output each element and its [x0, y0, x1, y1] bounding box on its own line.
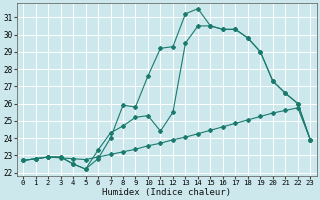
X-axis label: Humidex (Indice chaleur): Humidex (Indice chaleur)	[102, 188, 231, 197]
